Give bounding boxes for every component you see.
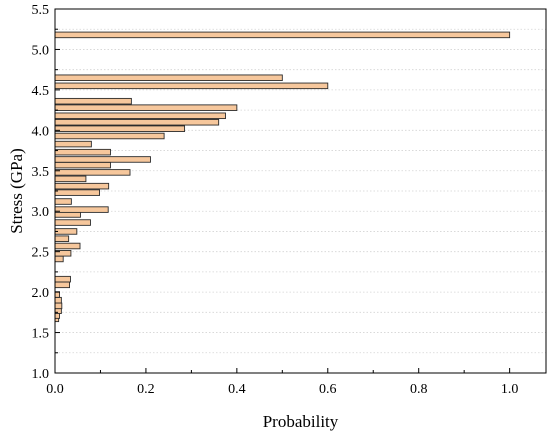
bar [54, 228, 78, 235]
y-tick-label: 5.0 [32, 43, 50, 58]
bar [54, 255, 64, 263]
bar [54, 97, 132, 105]
grid-lines [55, 28, 546, 354]
bar [54, 198, 72, 205]
y-tick-label: 4.5 [32, 84, 50, 99]
bar [54, 132, 165, 140]
x-tick-label: 0.2 [137, 382, 155, 397]
bar [54, 189, 101, 196]
x-tick-label: 0.8 [410, 382, 428, 397]
bar [54, 296, 62, 304]
x-axis-title: Probability [263, 412, 339, 431]
y-axis-title: Stress (GPa) [7, 148, 26, 233]
bar [54, 31, 511, 39]
bar [54, 112, 226, 120]
bar [54, 275, 71, 283]
y-tick-label: 3.0 [32, 205, 50, 220]
bar [54, 82, 329, 90]
bar [54, 148, 111, 156]
x-tick-label: 0.6 [319, 382, 337, 397]
y-tick-label: 3.5 [32, 165, 50, 180]
bar [54, 182, 110, 190]
bar [54, 104, 238, 111]
bar [54, 281, 70, 289]
bar [54, 206, 109, 213]
y-tick-label: 1.5 [32, 327, 50, 342]
y-tick-label: 5.5 [32, 3, 50, 18]
bar [54, 74, 283, 82]
bar [54, 235, 70, 242]
bar [54, 175, 87, 183]
bar [54, 219, 91, 226]
bar-series [54, 31, 511, 323]
bar [54, 140, 92, 148]
x-tick-label: 0.4 [228, 382, 246, 397]
bar [54, 242, 81, 250]
bar [54, 118, 220, 126]
y-tick-label: 2.0 [32, 286, 50, 301]
bar [54, 302, 63, 310]
bar [54, 156, 151, 163]
y-tick-label: 4.0 [32, 124, 50, 139]
axis-ticks: 1.0 1.5 2.0 2.5 3.0 3.5 4.0 4.5 5.0 5.5 0.0 0.2 0.4 0… [32, 3, 519, 397]
bar [54, 125, 186, 132]
x-tick-label: 1.0 [501, 382, 519, 397]
x-tick-label: 0.0 [46, 382, 64, 397]
y-tick-label: 1.0 [32, 367, 50, 382]
bar [54, 161, 111, 169]
y-tick-label: 2.5 [32, 246, 50, 261]
bar [54, 169, 131, 176]
